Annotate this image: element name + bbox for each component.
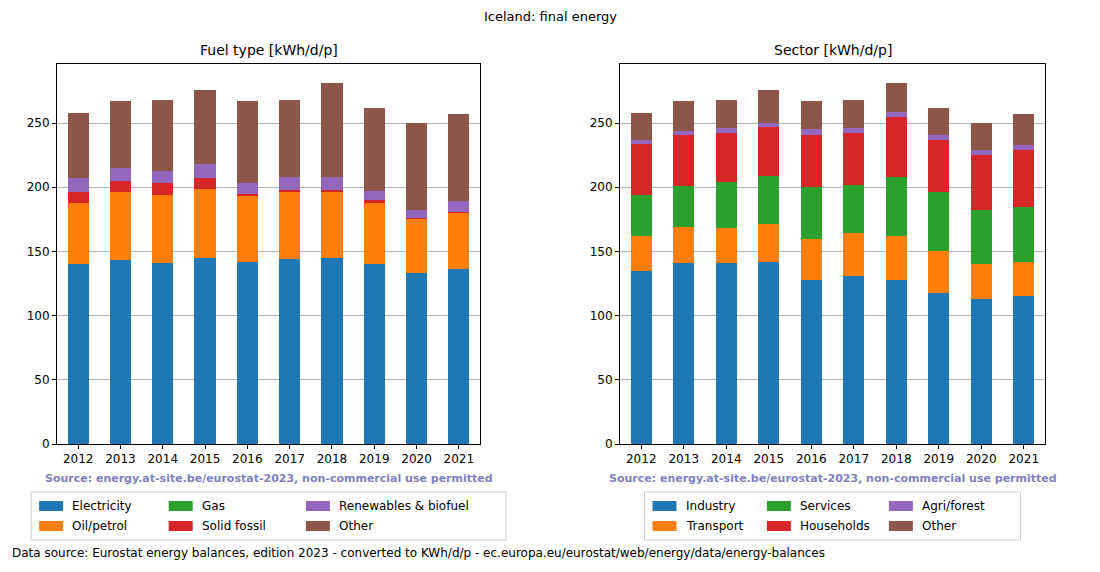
svg-text:250: 250 <box>590 116 613 130</box>
svg-text:2016: 2016 <box>796 452 827 466</box>
svg-text:2014: 2014 <box>711 452 742 466</box>
svg-text:Source: energy.at-site.be/euro: Source: energy.at-site.be/eurostat-2023,… <box>45 472 493 485</box>
svg-text:2016: 2016 <box>232 452 263 466</box>
svg-text:Transport: Transport <box>686 519 744 533</box>
svg-text:50: 50 <box>34 373 49 387</box>
svg-text:Fuel type [kWh/d/p]: Fuel type [kWh/d/p] <box>200 42 338 58</box>
svg-text:Industry: Industry <box>686 499 735 513</box>
svg-text:2021: 2021 <box>1008 452 1039 466</box>
svg-text:2017: 2017 <box>274 452 305 466</box>
svg-text:2020: 2020 <box>401 452 432 466</box>
svg-text:Source: energy.at-site.be/euro: Source: energy.at-site.be/eurostat-2023,… <box>609 472 1057 485</box>
svg-text:2015: 2015 <box>753 452 784 466</box>
svg-text:Solid fossil: Solid fossil <box>202 519 266 533</box>
svg-text:2017: 2017 <box>838 452 869 466</box>
svg-text:2013: 2013 <box>105 452 136 466</box>
svg-text:Households: Households <box>800 519 870 533</box>
svg-text:0: 0 <box>605 437 613 451</box>
svg-text:2014: 2014 <box>147 452 178 466</box>
svg-text:2015: 2015 <box>190 452 221 466</box>
svg-text:50: 50 <box>597 373 612 387</box>
svg-text:150: 150 <box>590 245 613 259</box>
svg-text:Electricity: Electricity <box>72 499 132 513</box>
svg-text:Agri/forest: Agri/forest <box>922 499 985 513</box>
svg-text:Data source: Eurostat energy b: Data source: Eurostat energy balances, e… <box>12 546 825 560</box>
svg-text:Other: Other <box>922 519 956 533</box>
svg-text:2019: 2019 <box>923 452 954 466</box>
svg-text:2012: 2012 <box>626 452 657 466</box>
svg-text:Gas: Gas <box>202 499 225 513</box>
svg-text:2012: 2012 <box>63 452 94 466</box>
svg-text:150: 150 <box>27 245 50 259</box>
svg-text:100: 100 <box>27 309 50 323</box>
svg-text:2018: 2018 <box>881 452 912 466</box>
svg-text:250: 250 <box>27 116 50 130</box>
svg-text:Renewables & biofuel: Renewables & biofuel <box>339 499 469 513</box>
svg-text:200: 200 <box>27 180 50 194</box>
svg-text:Services: Services <box>800 499 851 513</box>
svg-text:200: 200 <box>590 180 613 194</box>
svg-text:Oil/petrol: Oil/petrol <box>72 519 127 533</box>
svg-text:2020: 2020 <box>966 452 997 466</box>
svg-text:Sector [kWh/d/p]: Sector [kWh/d/p] <box>774 42 892 58</box>
svg-text:2013: 2013 <box>668 452 699 466</box>
svg-text:2021: 2021 <box>444 452 475 466</box>
svg-text:2019: 2019 <box>359 452 390 466</box>
svg-text:2018: 2018 <box>317 452 348 466</box>
svg-text:Iceland: final energy: Iceland: final energy <box>484 9 617 24</box>
svg-text:Other: Other <box>339 519 373 533</box>
svg-text:100: 100 <box>590 309 613 323</box>
svg-text:0: 0 <box>42 437 50 451</box>
